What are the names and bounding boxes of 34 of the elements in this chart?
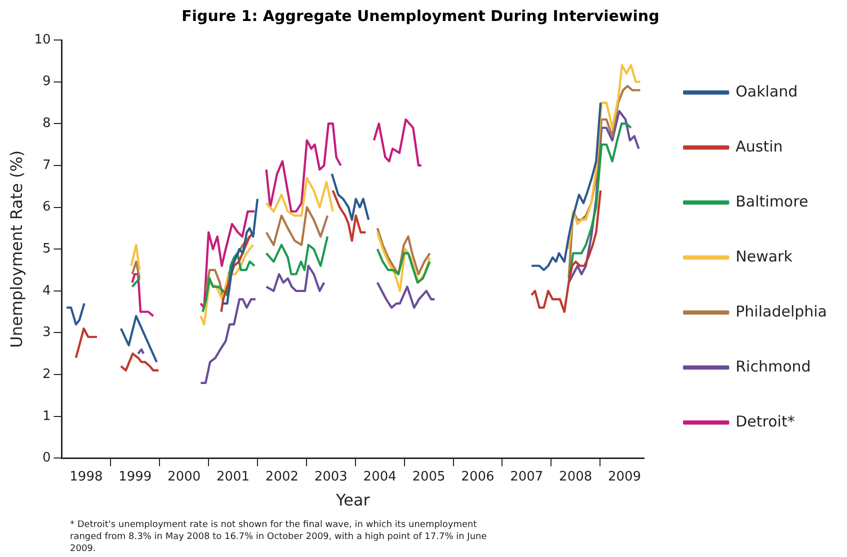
y-tick-label: 6 xyxy=(42,200,51,215)
y-tick-label: 1 xyxy=(42,408,51,424)
y-tick-label: 8 xyxy=(42,116,51,132)
legend-label: Baltimore xyxy=(736,192,808,210)
x-tick-label: 1999 xyxy=(118,469,152,484)
legend-label: Austin xyxy=(736,137,783,156)
x-tick-label: 2004 xyxy=(363,469,396,484)
legend-label: Philadelphia xyxy=(736,302,828,320)
y-tick-label: 5 xyxy=(42,241,51,256)
legend-label: Richmond xyxy=(736,357,811,376)
y-tick-label: 0 xyxy=(42,450,51,466)
x-tick-label: 2000 xyxy=(168,469,201,484)
x-tick-label: 2003 xyxy=(314,469,348,484)
x-tick-label: 1998 xyxy=(70,469,103,484)
x-tick-label: 2002 xyxy=(265,469,299,484)
x-tick-label: 2005 xyxy=(412,469,446,484)
x-tick-label: 2001 xyxy=(216,469,250,484)
x-axis-title: Year xyxy=(334,490,370,510)
x-tick-label: 2009 xyxy=(608,469,642,484)
y-axis-title: Unemployment Rate (%) xyxy=(6,150,26,348)
x-tick-label: 2007 xyxy=(510,469,544,484)
y-tick-label: 4 xyxy=(42,283,51,298)
y-tick-label: 7 xyxy=(42,158,51,173)
chart-title: Figure 1: Aggregate Unemployment During Interviewing xyxy=(182,6,660,25)
y-tick-label: 3 xyxy=(42,325,51,340)
legend-label: Oakland xyxy=(736,82,798,100)
x-tick-label: 2006 xyxy=(461,469,494,484)
y-tick-label: 2 xyxy=(42,366,51,382)
legend-label: Newark xyxy=(736,247,793,266)
legend-label: Detroit* xyxy=(736,412,796,430)
y-tick-label: 9 xyxy=(42,74,51,90)
text: * Detroit's unemployment rate is not shown for the final wave, in which its unemployment ranged from 8.3% in May 2008 to 16.7% in October 2009, with a high point of 17.7% in June 2009. xyxy=(70,519,488,555)
x-tick-label: 2008 xyxy=(559,469,592,484)
y-tick-label: 10 xyxy=(34,32,51,48)
